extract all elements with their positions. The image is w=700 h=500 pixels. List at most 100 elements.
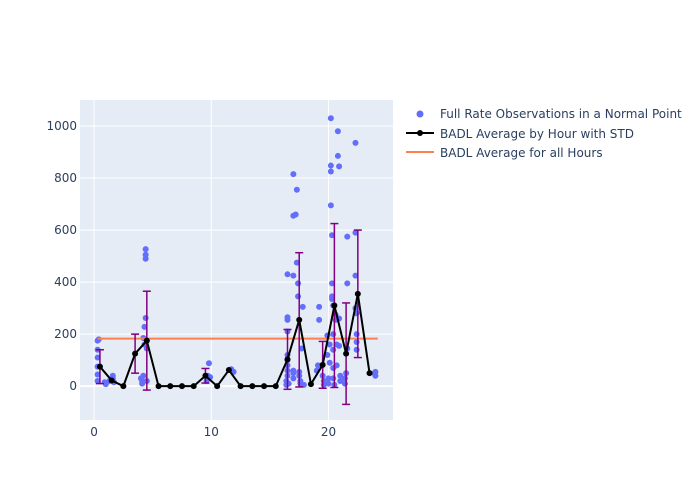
observation-point — [139, 380, 146, 387]
observation-point — [94, 377, 101, 384]
observation-point — [292, 211, 299, 218]
hourly-average-point — [190, 383, 197, 390]
observation-point — [334, 128, 341, 135]
observation-point — [142, 246, 149, 253]
hourly-average-point — [167, 383, 174, 390]
observation-point — [290, 171, 297, 178]
observation-point — [327, 115, 334, 122]
legend-item-observations[interactable]: Full Rate Observations in a Normal Point — [416, 107, 683, 121]
observation-point — [353, 331, 360, 338]
hourly-average-point — [307, 381, 314, 388]
observation-point — [329, 280, 336, 287]
observation-point — [337, 377, 344, 384]
hourly-average-point — [366, 370, 373, 377]
hourly-average-point — [261, 383, 268, 390]
legend-item-hourly-average[interactable]: BADL Average by Hour with STD — [406, 127, 634, 141]
observation-point — [337, 372, 344, 379]
observation-point — [141, 323, 148, 330]
observation-point — [336, 342, 343, 349]
observation-point — [334, 152, 341, 159]
observation-point — [295, 280, 302, 287]
observation-point — [293, 259, 300, 266]
hourly-average-point — [96, 363, 103, 370]
observation-point — [330, 346, 337, 353]
hourly-average-point — [272, 383, 279, 390]
observation-point — [327, 168, 334, 175]
hourly-average-point — [108, 377, 115, 384]
y-tick-label: 800 — [54, 171, 77, 185]
hourly-average-point — [354, 290, 361, 297]
observation-point — [327, 202, 334, 209]
y-tick-label: 400 — [54, 275, 77, 289]
legend-label-hourly-average: BADL Average by Hour with STD — [440, 127, 634, 141]
observation-point — [314, 362, 321, 369]
observation-point — [316, 303, 323, 310]
hourly-average-point — [284, 356, 291, 363]
hourly-average-point — [237, 383, 244, 390]
hourly-average-point — [225, 367, 232, 374]
legend: Full Rate Observations in a Normal Point… — [406, 107, 682, 160]
observation-point — [299, 303, 306, 310]
legend-label-observations: Full Rate Observations in a Normal Point — [440, 107, 682, 121]
observation-point — [352, 139, 359, 146]
observation-point — [330, 331, 337, 338]
observation-point — [353, 346, 360, 353]
hourly-average-point — [155, 383, 162, 390]
y-tick-label: 0 — [69, 379, 77, 393]
observation-point — [295, 293, 302, 300]
legend-marker-hourly-average — [417, 130, 423, 136]
observation-point — [326, 359, 333, 366]
hourly-average-point — [343, 350, 350, 357]
observation-point — [330, 375, 337, 382]
hourly-average-point — [120, 383, 127, 390]
plot-series — [94, 115, 379, 406]
hourly-average-point — [132, 350, 139, 357]
observation-point — [325, 380, 332, 387]
observation-point — [284, 271, 291, 278]
observation-point — [94, 354, 101, 361]
hourly-average-point — [214, 383, 221, 390]
observation-point — [285, 380, 292, 387]
x-tick-label: 20 — [321, 425, 336, 439]
observation-point — [94, 371, 101, 378]
y-tick-label: 200 — [54, 327, 77, 341]
observation-point — [329, 293, 336, 300]
hourly-average-point — [249, 383, 256, 390]
hourly-average-point — [331, 302, 338, 309]
hourly-average-point — [143, 337, 150, 344]
observation-point — [341, 380, 348, 387]
y-tick-label: 600 — [54, 223, 77, 237]
x-tick-label: 0 — [90, 425, 98, 439]
observation-point — [327, 162, 334, 169]
observation-point — [333, 362, 340, 369]
hourly-average-point — [178, 383, 185, 390]
observation-point — [109, 372, 116, 379]
observation-point — [293, 186, 300, 193]
legend-item-overall-average[interactable]: BADL Average for all Hours — [406, 146, 603, 160]
observation-point — [316, 316, 323, 323]
x-tick-label: 10 — [204, 425, 219, 439]
observation-point — [341, 375, 348, 382]
legend-label-overall-average: BADL Average for all Hours — [440, 146, 603, 160]
observation-point — [325, 375, 332, 382]
observation-point — [142, 251, 149, 258]
observation-point — [284, 314, 291, 321]
observation-point — [353, 338, 360, 345]
observation-point — [290, 375, 297, 382]
observation-point — [352, 229, 359, 236]
observation-point — [205, 360, 212, 367]
hourly-average-point — [319, 361, 326, 368]
observation-point — [298, 345, 305, 352]
legend-marker-observations — [416, 110, 424, 118]
observation-point — [344, 233, 351, 240]
observation-point — [372, 368, 379, 375]
grid-lines — [80, 100, 393, 420]
hourly-average-point — [202, 372, 209, 379]
plot-background — [80, 100, 393, 420]
observation-point — [140, 372, 147, 379]
observation-point — [336, 163, 343, 170]
observation-point — [344, 280, 351, 287]
observation-point — [142, 315, 149, 322]
